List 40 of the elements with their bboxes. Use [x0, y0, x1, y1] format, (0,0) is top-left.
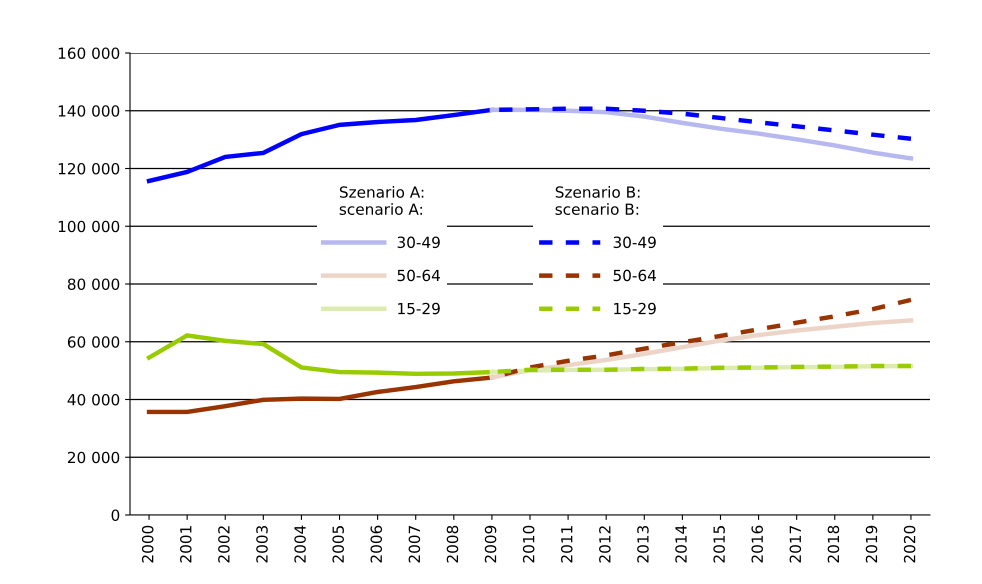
legend-label: 30-49: [614, 236, 656, 248]
x-tick-label: 2015: [713, 526, 725, 562]
x-tick-label: 2000: [142, 526, 154, 562]
line-series: [490, 318, 914, 380]
x-tick-label: 2016: [751, 526, 764, 562]
x-tick-label: 2008: [446, 526, 458, 562]
x-tick-label: 2012: [599, 526, 611, 562]
y-tick-label: 100 000: [58, 220, 120, 232]
y-tick-label: 160 000: [58, 47, 120, 60]
line-series: [490, 108, 914, 161]
y-tick-label: 60 000: [68, 336, 120, 348]
legend-label: 50-64: [398, 270, 440, 282]
y-tick-label: 0: [112, 509, 120, 522]
y-tick-label: 20 000: [68, 452, 120, 464]
x-tick-label: 2020: [904, 526, 916, 562]
annotation: Szenario A: scenario A:: [340, 186, 424, 215]
x-tick-label: 2017: [790, 526, 802, 562]
y-tick-label: 140 000: [58, 105, 120, 117]
y-tick-label: 80 000: [68, 278, 120, 290]
x-tick-label: 2004: [294, 526, 306, 562]
x-tick-label: 2011: [560, 526, 573, 562]
legend-label: 15-29: [398, 302, 440, 314]
x-tick-label: 2005: [332, 526, 344, 562]
x-tick-label: 2019: [866, 526, 878, 562]
x-tick-label: 2006: [370, 526, 382, 562]
y-tick-label: 40 000: [68, 394, 120, 406]
x-tick-label: 2002: [218, 526, 230, 562]
legend-label: 15-29: [614, 302, 656, 314]
annotation: Szenario B: scenario B:: [556, 186, 640, 215]
x-tick-label: 2007: [408, 526, 420, 562]
x-tick-label: 2010: [522, 526, 534, 562]
x-tick-label: 2009: [484, 526, 496, 562]
x-tick-label: 2018: [828, 526, 840, 562]
x-tick-label: 2013: [637, 526, 649, 562]
legend-label: 50-64: [614, 270, 656, 282]
y-tick-label: 120 000: [58, 162, 120, 175]
x-tick-label: 2003: [256, 526, 268, 562]
x-tick-label: 2014: [675, 526, 687, 562]
x-tick-label: 2001: [180, 526, 192, 562]
legend-label: 30-49: [398, 236, 440, 248]
